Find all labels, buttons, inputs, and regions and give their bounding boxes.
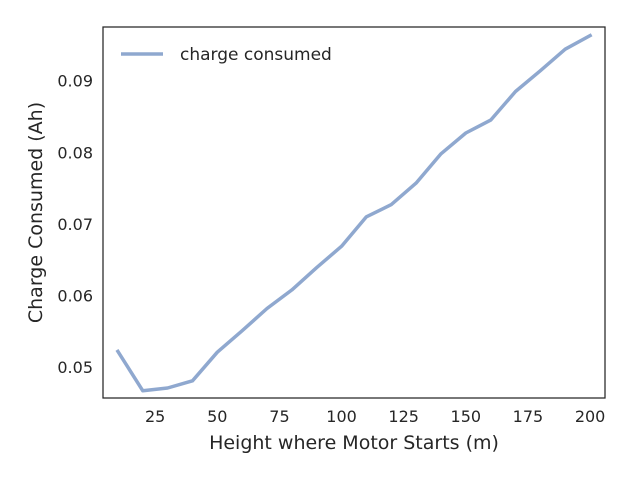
x-tick-label: 175 [513,407,544,426]
axes-frame [102,26,606,399]
y-tick-label: 0.05 [57,358,93,377]
y-tick-label: 0.08 [57,143,93,162]
x-tick-label: 200 [575,407,606,426]
x-tick-label: 50 [207,407,227,426]
x-axis-ticks: 25 50 75 100 125 150 175 200 [145,407,605,426]
plot-area [115,33,593,393]
y-tick-label: 0.09 [57,72,93,91]
x-tick-label: 150 [451,407,482,426]
y-tick-label: 0.06 [57,287,93,306]
x-tick-label: 75 [269,407,289,426]
y-axis-label: Charge Consumed (Ah) [25,102,47,323]
series-line-charge-consumed [115,33,593,393]
x-tick-label: 125 [388,407,419,426]
y-axis-ticks: 0.05 0.06 0.07 0.08 0.09 [57,72,93,377]
y-tick-label: 0.07 [57,215,93,234]
x-tick-label: 100 [326,407,357,426]
x-axis-label: Height where Motor Starts (m) [209,432,499,454]
legend-label: charge consumed [180,45,332,65]
legend: charge consumed [111,35,361,71]
x-tick-label: 25 [145,407,165,426]
